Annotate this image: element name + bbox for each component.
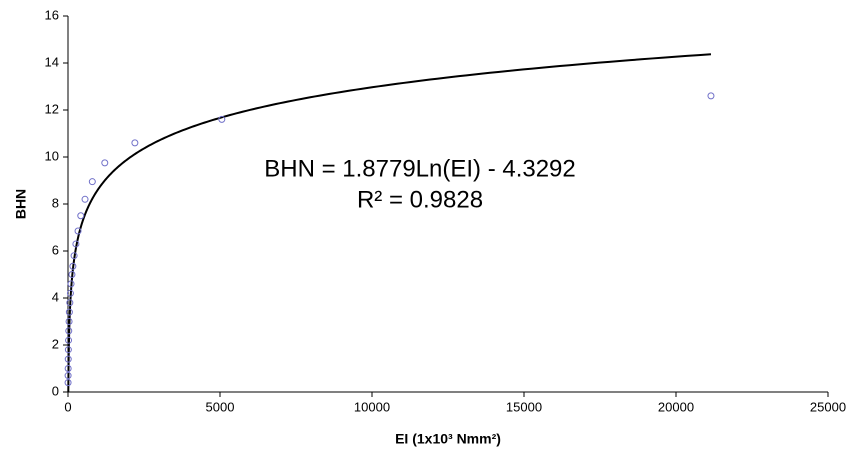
y-tick-label: 4: [52, 289, 59, 304]
data-point: [64, 379, 72, 387]
x-tick-label: 15000: [506, 399, 542, 414]
x-tick-label: 25000: [810, 399, 846, 414]
data-point: [707, 92, 715, 100]
y-tick-label: 12: [45, 101, 59, 116]
y-axis-label: BHN: [13, 189, 29, 219]
data-point: [69, 262, 77, 270]
y-tick-label: 8: [52, 195, 59, 210]
data-point: [70, 252, 78, 260]
equation: BHN = 1.8779Ln(EI) - 4.3292: [264, 155, 576, 182]
y-tick-label: 6: [52, 242, 59, 257]
data-point: [68, 271, 76, 278]
data-point: [74, 227, 82, 235]
data-point: [218, 115, 226, 123]
data-point: [65, 318, 73, 325]
x-tick-label: 20000: [658, 399, 694, 414]
data-point: [131, 139, 139, 147]
data-point: [64, 365, 72, 372]
y-tick-label: 0: [52, 383, 59, 398]
y-tick-label: 10: [45, 148, 59, 163]
trendline: [67, 53, 712, 393]
data-point: [65, 327, 73, 335]
data-point: [65, 308, 73, 316]
data-point: [66, 299, 74, 307]
data-point: [65, 336, 73, 344]
data-point: [81, 195, 89, 203]
x-axis-label: EI (1x10³ Nmm²): [395, 431, 501, 447]
data-point: [72, 240, 80, 248]
data-point: [67, 280, 75, 288]
x-tick-label: 0: [64, 399, 71, 414]
data-point: [64, 355, 72, 363]
y-tick-label: 14: [45, 54, 59, 69]
x-tick-label: 5000: [206, 399, 235, 414]
data-point: [64, 346, 72, 354]
data-point: [88, 178, 96, 186]
data-point: [101, 159, 109, 167]
r-squared: R² = 0.9828: [357, 186, 483, 213]
data-point: [66, 289, 74, 297]
y-tick-label: 2: [52, 336, 59, 351]
x-tick-label: 10000: [354, 399, 390, 414]
y-tick-label: 16: [45, 7, 59, 22]
data-point: [64, 372, 72, 380]
data-point: [77, 212, 85, 220]
